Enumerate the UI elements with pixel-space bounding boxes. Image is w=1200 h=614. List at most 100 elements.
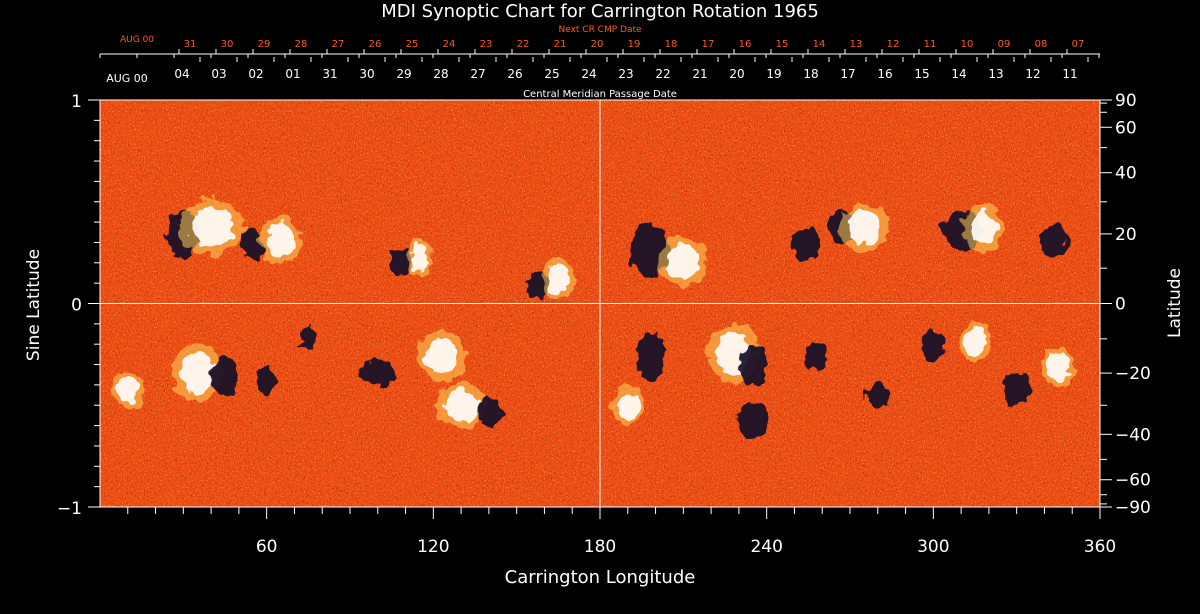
next-cr-date-label: 20 bbox=[591, 39, 604, 50]
y-axis-label-left: Sine Latitude bbox=[24, 249, 44, 361]
y-right-tick-label: 40 bbox=[1115, 164, 1137, 184]
positive-region bbox=[963, 327, 987, 357]
cmp-date-label: 22 bbox=[655, 67, 670, 81]
cmp-date-label: 04 bbox=[174, 67, 189, 81]
y-right-tick-label: −60 bbox=[1115, 471, 1151, 491]
next-cr-date-label: 30 bbox=[221, 39, 234, 50]
negative-region bbox=[258, 365, 275, 394]
cmp-date-label: 21 bbox=[692, 67, 707, 81]
negative-region bbox=[1038, 223, 1067, 258]
y-right-tick-label: 90 bbox=[1115, 91, 1137, 111]
cmp-date-label: 14 bbox=[951, 67, 966, 81]
x-tick-label: 240 bbox=[750, 537, 782, 557]
next-cr-date-label: 24 bbox=[443, 39, 456, 50]
positive-region bbox=[616, 391, 639, 419]
cmp-date-ticks: 04 03 02 01 31 30 29 28 27 26 25 24 23 22 21 20 19 18 17 16… bbox=[174, 57, 1089, 81]
positive-region bbox=[188, 207, 234, 248]
y-axis-label-right: Latitude bbox=[1165, 268, 1185, 338]
positive-region bbox=[1047, 352, 1070, 381]
next-cr-date-label: 13 bbox=[850, 39, 863, 50]
right-axis: 90 60 40 20 0 −20 −40 −60 −90 bbox=[1100, 91, 1151, 518]
next-cr-date-label: 14 bbox=[813, 39, 826, 50]
negative-region bbox=[241, 226, 264, 262]
negative-region bbox=[1002, 372, 1031, 407]
y-right-tick-label: −90 bbox=[1115, 498, 1151, 518]
x-tick-label: 180 bbox=[584, 537, 616, 557]
cmp-date-label: 25 bbox=[544, 67, 559, 81]
cmp-date-label: 28 bbox=[433, 67, 448, 81]
positive-region bbox=[547, 264, 570, 294]
y-left-tick-label: 0 bbox=[71, 296, 82, 316]
x-tick-label: 300 bbox=[917, 537, 949, 557]
positive-region bbox=[411, 243, 428, 273]
y-right-tick-label: −40 bbox=[1115, 425, 1151, 445]
next-cr-date-label: 19 bbox=[628, 39, 641, 50]
next-cr-date-label: 21 bbox=[554, 39, 567, 50]
x-axis-label: Carrington Longitude bbox=[505, 567, 696, 588]
cmp-date-label: 16 bbox=[877, 67, 892, 81]
cmp-axis-label: Central Meridian Passage Date bbox=[523, 89, 677, 100]
cmp-date-label: 24 bbox=[581, 67, 596, 81]
next-cr-date-label: 12 bbox=[887, 39, 900, 50]
y-left-tick-label: 1 bbox=[71, 92, 82, 112]
next-cr-date-label: 26 bbox=[369, 39, 382, 50]
cmp-date-label: 03 bbox=[211, 67, 226, 81]
next-cr-axis-label: Next CR CMP Date bbox=[558, 25, 642, 35]
positive-region bbox=[116, 375, 139, 404]
negative-region bbox=[361, 358, 395, 388]
next-cr-date-label: 11 bbox=[924, 39, 937, 50]
cmp-date-label: 29 bbox=[396, 67, 411, 81]
cmp-date-label: 30 bbox=[359, 67, 374, 81]
cmp-date-label: 13 bbox=[988, 67, 1003, 81]
next-cr-ticks: 31 30 29 28 27 26 25 24 23 22 21 20 19 18 17 16 15 14 13 12… bbox=[99, 39, 1100, 58]
cmp-date-label: 19 bbox=[766, 67, 781, 81]
cmp-date-label: 26 bbox=[507, 67, 522, 81]
next-cr-date-label: 07 bbox=[1072, 39, 1085, 50]
positive-region bbox=[444, 388, 478, 422]
next-cr-date-label: 08 bbox=[1035, 39, 1048, 50]
positive-region bbox=[180, 352, 214, 395]
negative-region bbox=[388, 246, 412, 276]
negative-region bbox=[866, 382, 889, 410]
next-cr-date-label: 10 bbox=[961, 39, 974, 50]
cmp-date-label: 20 bbox=[729, 67, 744, 81]
cmp-date-label: 15 bbox=[914, 67, 929, 81]
positive-region bbox=[969, 210, 998, 245]
y-right-tick-label: 20 bbox=[1115, 225, 1137, 245]
x-tick-label: 120 bbox=[417, 537, 449, 557]
negative-region bbox=[922, 331, 945, 361]
next-cr-date-label: 09 bbox=[998, 39, 1011, 50]
cmp-date-label: 18 bbox=[803, 67, 818, 81]
next-cr-date-label: 27 bbox=[332, 39, 345, 50]
next-cr-date-label: 22 bbox=[517, 39, 530, 50]
next-cr-date-label: 16 bbox=[739, 39, 752, 50]
x-tick-label: 60 bbox=[256, 537, 278, 557]
x-tick-label: 360 bbox=[1084, 537, 1116, 557]
crosshair-lines bbox=[100, 100, 1100, 507]
cmp-date-label: 01 bbox=[285, 67, 300, 81]
positive-region bbox=[666, 243, 700, 279]
cmp-start-label: AUG 00 bbox=[106, 72, 148, 85]
y-right-tick-label: −20 bbox=[1115, 364, 1151, 384]
negative-region bbox=[736, 401, 770, 440]
next-cr-date-label: 23 bbox=[480, 39, 493, 50]
cmp-date-label: 23 bbox=[618, 67, 633, 81]
y-right-tick-label: 60 bbox=[1115, 118, 1137, 138]
next-cr-start-label: AUG 00 bbox=[120, 35, 154, 45]
negative-region bbox=[211, 355, 239, 398]
negative-region bbox=[805, 341, 828, 371]
cmp-date-label: 17 bbox=[840, 67, 855, 81]
active-regions bbox=[111, 199, 1076, 440]
chart-title: MDI Synoptic Chart for Carrington Rotati… bbox=[381, 1, 819, 22]
next-cr-date-label: 31 bbox=[184, 39, 197, 50]
next-cr-date-label: 29 bbox=[258, 39, 271, 50]
cmp-date-label: 11 bbox=[1062, 67, 1077, 81]
positive-region bbox=[847, 210, 881, 245]
cmp-date-label: 12 bbox=[1025, 67, 1040, 81]
y-left-tick-label: −1 bbox=[57, 499, 82, 519]
negative-region bbox=[477, 395, 500, 428]
positive-region bbox=[266, 223, 295, 258]
negative-region bbox=[738, 345, 767, 388]
